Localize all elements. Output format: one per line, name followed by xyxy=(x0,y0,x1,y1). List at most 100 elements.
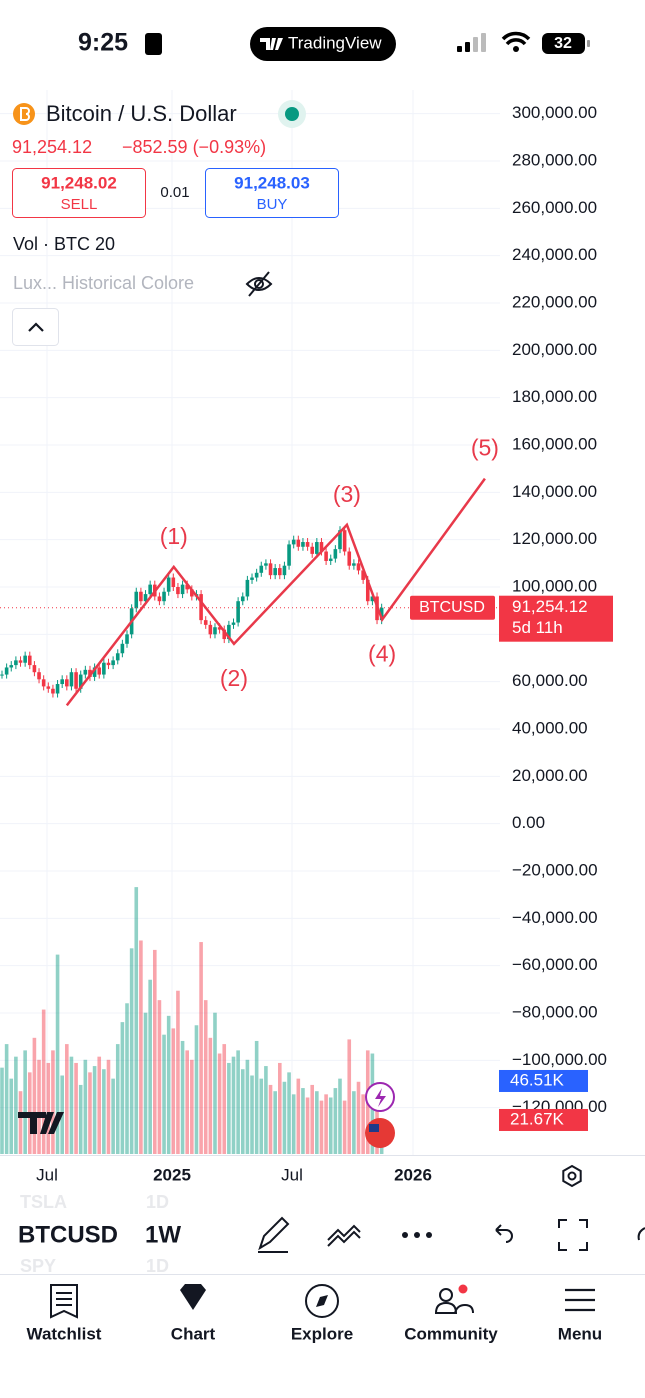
volume-bar xyxy=(264,1066,268,1154)
volume-badge xyxy=(499,1069,588,1092)
candle xyxy=(319,542,324,552)
price-badge-text: 91,254.12 xyxy=(512,597,588,616)
settings-icon[interactable] xyxy=(562,1164,582,1188)
notification-dot xyxy=(458,1284,468,1294)
candle xyxy=(32,665,37,673)
y-tick-label: 20,000.00 xyxy=(512,766,588,785)
volume-bar xyxy=(222,1044,227,1154)
indicator-name[interactable]: Lux... Historical Colore xyxy=(13,273,194,293)
undo-icon[interactable] xyxy=(495,1224,513,1243)
candle xyxy=(315,542,319,554)
candle xyxy=(347,551,352,566)
volume-bar xyxy=(227,1062,231,1154)
volume-indicator[interactable]: Vol · BTC 20 xyxy=(13,234,115,254)
flag-icon[interactable] xyxy=(365,1118,395,1148)
volume-bar xyxy=(176,990,180,1154)
wave-label: (5) xyxy=(471,435,499,461)
price-change: −852.59 (−0.93%) xyxy=(122,137,266,157)
volume-bar xyxy=(282,1081,287,1154)
candle xyxy=(328,558,333,561)
time-label: Jul xyxy=(36,1165,58,1184)
symbol-badge xyxy=(410,595,495,620)
candle xyxy=(92,667,97,677)
candle xyxy=(259,565,264,573)
y-tick-label: −40,000.00 xyxy=(512,908,598,927)
y-tick-label: 240,000.00 xyxy=(512,245,597,264)
candle xyxy=(278,568,282,576)
volume-bar xyxy=(0,1067,4,1154)
volume-bar xyxy=(37,1059,41,1154)
indicators-icon[interactable] xyxy=(327,1224,361,1247)
sell-button[interactable] xyxy=(12,168,146,218)
tv-watermark xyxy=(18,1112,64,1134)
candle xyxy=(254,572,259,578)
time-label: 2025 xyxy=(153,1165,191,1184)
candle xyxy=(60,679,64,685)
y-tick-label: 220,000.00 xyxy=(512,292,597,311)
y-tick-label: −80,000.00 xyxy=(512,1002,598,1021)
more-icon[interactable] xyxy=(402,1232,432,1238)
tab-label[interactable]: Watchlist xyxy=(27,1324,102,1343)
volume-bar xyxy=(333,1088,338,1154)
candle xyxy=(291,539,296,545)
candle xyxy=(190,589,194,597)
volume-bar xyxy=(74,1062,78,1154)
draw-icon[interactable] xyxy=(258,1216,290,1253)
volume-bar xyxy=(166,1015,171,1154)
candle xyxy=(264,563,268,566)
volume-bar xyxy=(97,1056,102,1154)
candle xyxy=(370,596,375,602)
tv-logo xyxy=(260,38,283,50)
tab-label[interactable]: Explore xyxy=(291,1324,353,1343)
candle xyxy=(18,660,23,663)
chevron-up xyxy=(28,322,44,332)
wave-label: (2) xyxy=(220,665,248,691)
volume-bar xyxy=(111,1078,115,1154)
volume-bar xyxy=(305,1097,310,1154)
volume-bar xyxy=(231,1056,236,1154)
ghost-interval: 1D xyxy=(146,1192,169,1212)
chart-layer: 300,000.00 280,000.00 260,000.00 240,000.00… xyxy=(0,90,645,1196)
chart-icon[interactable] xyxy=(180,1284,206,1310)
volume-bar xyxy=(55,954,60,1154)
candle xyxy=(379,607,384,621)
signal-icon xyxy=(457,33,486,52)
community-head xyxy=(439,1288,453,1302)
volume-bar xyxy=(9,1078,14,1154)
volume-bar xyxy=(120,1022,125,1154)
candle xyxy=(203,620,208,625)
tab-bar: Watchlist Chart Explore Community Menu xyxy=(27,1284,602,1343)
volume-bar xyxy=(139,940,143,1154)
collapse-button[interactable] xyxy=(12,308,59,346)
volume-bar xyxy=(236,1050,240,1154)
candle xyxy=(324,551,328,561)
candle xyxy=(46,686,51,689)
community-icon[interactable] xyxy=(434,1301,474,1314)
buy-button[interactable] xyxy=(205,168,339,218)
fullscreen-icon[interactable] xyxy=(558,1219,588,1251)
volume-bar xyxy=(18,1091,23,1154)
partial-icon[interactable] xyxy=(637,1227,645,1241)
explore-icon[interactable] xyxy=(305,1284,339,1318)
candle xyxy=(176,587,180,595)
toolbar-interval[interactable]: 1W xyxy=(145,1221,181,1248)
toolbar-symbol[interactable]: BTCUSD xyxy=(18,1221,118,1248)
volume-bar xyxy=(268,1084,273,1154)
menu-icon[interactable] xyxy=(565,1288,595,1312)
buy-label: BUY xyxy=(257,196,288,213)
volume-bar xyxy=(296,1078,301,1154)
bitcoin-icon xyxy=(13,103,35,125)
volume-bar xyxy=(23,1050,27,1154)
wifi-dot xyxy=(513,46,519,52)
candle xyxy=(287,544,291,566)
candle xyxy=(97,667,102,675)
volume-bar xyxy=(88,1072,92,1154)
watchlist-icon[interactable] xyxy=(50,1284,78,1319)
price-badge xyxy=(499,595,613,642)
tab-label[interactable]: Community xyxy=(404,1324,498,1343)
volume-bar xyxy=(148,979,152,1154)
tab-label[interactable]: Chart xyxy=(171,1324,216,1343)
tab-label[interactable]: Menu xyxy=(558,1324,602,1343)
hidden-eye-icon[interactable] xyxy=(245,271,273,297)
candle xyxy=(55,684,60,694)
